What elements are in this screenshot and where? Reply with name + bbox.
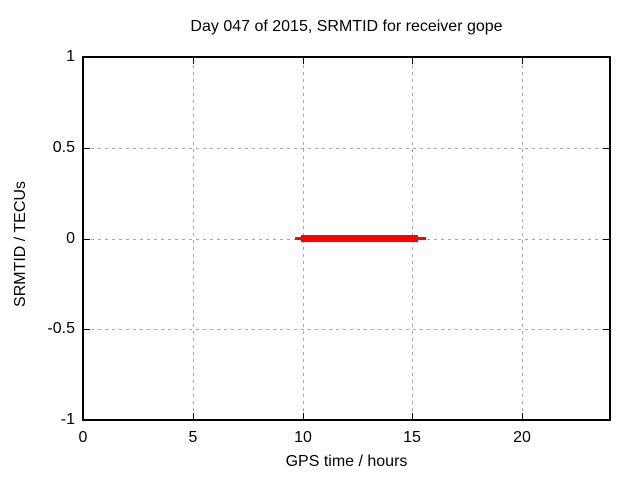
x-tick-bottom [522,413,523,419]
chart-title: Day 047 of 2015, SRMTID for receiver gop… [190,18,503,35]
gridline-y--0.5 [84,329,609,330]
x-tick-top [522,58,523,64]
y-tick-label: 0 [66,230,75,247]
gridline-x-20 [522,58,523,419]
x-tick-label: 20 [513,429,531,446]
y-tick-left [84,148,90,149]
y-tick-left [84,239,90,240]
x-axis-label: GPS time / hours [285,453,408,470]
y-tick-left [84,57,90,58]
y-tick-right [603,239,609,240]
x-tick-top [412,58,413,64]
x-tick-label: 15 [403,429,421,446]
y-tick-label: -1 [60,411,75,428]
x-tick-label: 5 [188,429,198,446]
x-tick-label: 0 [78,429,88,446]
y-tick-left [84,329,90,330]
y-tick-right [603,148,609,149]
y-tick-right [603,329,609,330]
y-tick-label: -0.5 [47,320,75,337]
y-tick-label: 1 [66,48,75,65]
gridline-x-5 [193,58,194,419]
x-tick-label: 10 [294,429,312,446]
x-tick-bottom [412,413,413,419]
series-line-srmtid [301,235,418,242]
y-tick-left [84,420,90,421]
y-tick-right [603,57,609,58]
y-tick-label: 0.5 [52,139,75,156]
x-tick-top [303,58,304,64]
gridline-y-0.5 [84,148,609,149]
y-tick-right [603,420,609,421]
x-tick-bottom [303,413,304,419]
x-tick-bottom [193,413,194,419]
x-tick-bottom [83,413,84,419]
x-tick-top [193,58,194,64]
x-tick-top [83,58,84,64]
